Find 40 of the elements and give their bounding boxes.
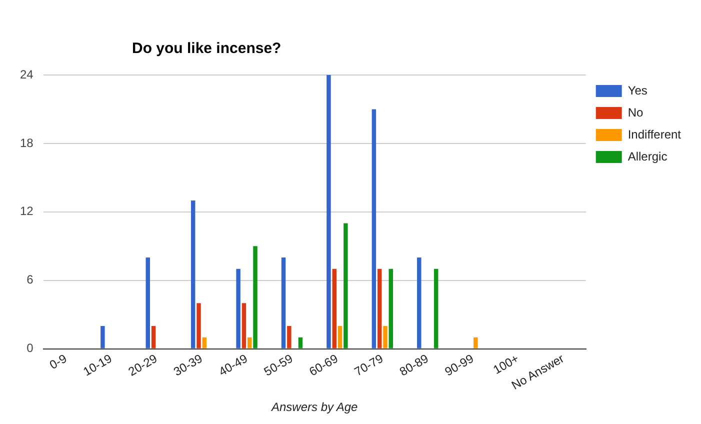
bar [344, 223, 348, 348]
bar [474, 337, 478, 348]
x-tick-label: 100+ [490, 351, 522, 378]
chart-title: Do you like incense? [132, 40, 282, 57]
bar [247, 337, 252, 348]
bar [236, 268, 240, 348]
bar [332, 268, 336, 348]
y-tick-label: 24 [20, 67, 34, 82]
bar [151, 326, 156, 348]
x-tick-label: 70-79 [352, 351, 386, 379]
legend-label: Indifferent [628, 127, 682, 142]
bar [100, 326, 105, 348]
y-tick-label: 6 [26, 272, 34, 287]
bar [417, 258, 422, 348]
bar [190, 200, 196, 348]
legend-label: Yes [628, 83, 648, 98]
bar [242, 303, 246, 348]
x-tick-label: 60-69 [306, 351, 341, 379]
bar [434, 268, 438, 348]
bar [383, 326, 388, 348]
bar [202, 337, 207, 348]
y-tick-label: 12 [20, 204, 34, 218]
bar [253, 246, 258, 348]
bar [377, 268, 382, 348]
x-axis-title: Answers by Age [270, 400, 358, 414]
bar [196, 303, 201, 348]
x-tick-label: 0-9 [47, 351, 70, 372]
bar [338, 326, 342, 348]
bar [146, 258, 150, 348]
bar [388, 268, 394, 348]
bar [372, 109, 376, 348]
bar [287, 326, 292, 348]
y-tick-label: 0 [26, 341, 34, 356]
y-tick-label: 18 [20, 136, 34, 150]
bar [281, 258, 286, 348]
x-tick-label: 40-49 [216, 351, 250, 379]
bar [326, 75, 331, 348]
bar [298, 337, 303, 348]
legend-label: Allergic [628, 149, 668, 164]
legend-label: No [628, 105, 644, 120]
